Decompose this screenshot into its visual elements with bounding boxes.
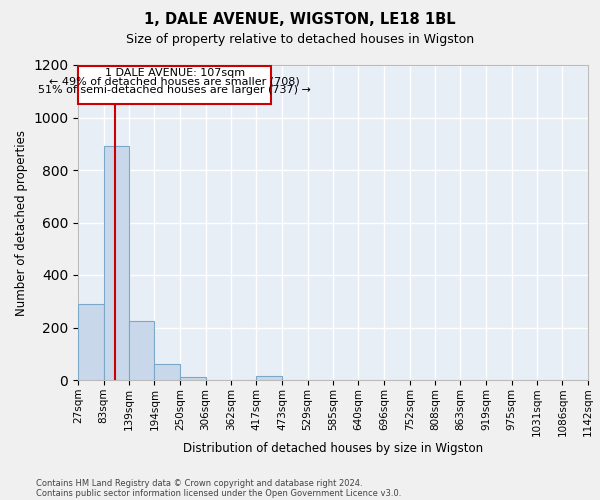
Text: Size of property relative to detached houses in Wigston: Size of property relative to detached ho…	[126, 32, 474, 46]
Text: Contains public sector information licensed under the Open Government Licence v3: Contains public sector information licen…	[36, 488, 401, 498]
FancyBboxPatch shape	[78, 66, 271, 104]
Bar	[256, 376, 282, 380]
Y-axis label: Number of detached properties: Number of detached properties	[14, 130, 28, 316]
Bar	[154, 364, 180, 380]
Bar	[104, 146, 129, 380]
Bar	[180, 378, 206, 380]
Bar	[129, 321, 154, 380]
Text: 1, DALE AVENUE, WIGSTON, LE18 1BL: 1, DALE AVENUE, WIGSTON, LE18 1BL	[144, 12, 456, 28]
Text: 1 DALE AVENUE: 107sqm: 1 DALE AVENUE: 107sqm	[104, 68, 245, 78]
Text: ← 49% of detached houses are smaller (708): ← 49% of detached houses are smaller (70…	[49, 76, 300, 86]
X-axis label: Distribution of detached houses by size in Wigston: Distribution of detached houses by size …	[183, 442, 483, 455]
Text: 51% of semi-detached houses are larger (737) →: 51% of semi-detached houses are larger (…	[38, 84, 311, 94]
Bar	[78, 304, 104, 380]
Text: Contains HM Land Registry data © Crown copyright and database right 2024.: Contains HM Land Registry data © Crown c…	[36, 478, 362, 488]
